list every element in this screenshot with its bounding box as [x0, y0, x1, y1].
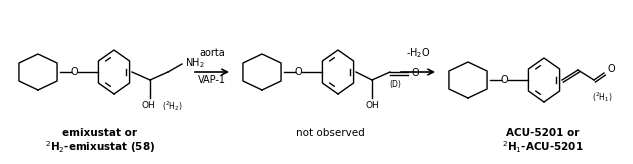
Text: $^{2}$H$_{1}$-ACU-5201: $^{2}$H$_{1}$-ACU-5201: [502, 139, 584, 155]
Text: ACU-5201 or: ACU-5201 or: [506, 128, 580, 138]
Text: emixustat or: emixustat or: [63, 128, 137, 138]
Text: ($^{2}$H$_{1}$): ($^{2}$H$_{1}$): [592, 90, 612, 104]
Text: OH: OH: [365, 101, 379, 110]
Text: -H$_{2}$O: -H$_{2}$O: [406, 46, 430, 60]
Text: O: O: [608, 64, 616, 74]
Text: O: O: [70, 67, 78, 77]
Text: aorta: aorta: [199, 48, 225, 58]
Text: (D): (D): [389, 80, 401, 89]
Text: ($^{2}$H$_{2}$): ($^{2}$H$_{2}$): [162, 99, 182, 113]
Text: O: O: [294, 67, 302, 77]
Text: VAP-1: VAP-1: [198, 75, 226, 85]
Text: OH: OH: [141, 101, 155, 110]
Text: $^{2}$H$_{2}$-emixustat (58): $^{2}$H$_{2}$-emixustat (58): [45, 139, 155, 155]
Text: O: O: [500, 75, 508, 85]
Text: NH$_{2}$: NH$_{2}$: [185, 56, 205, 70]
Text: O: O: [412, 68, 420, 78]
Text: not observed: not observed: [296, 128, 365, 138]
